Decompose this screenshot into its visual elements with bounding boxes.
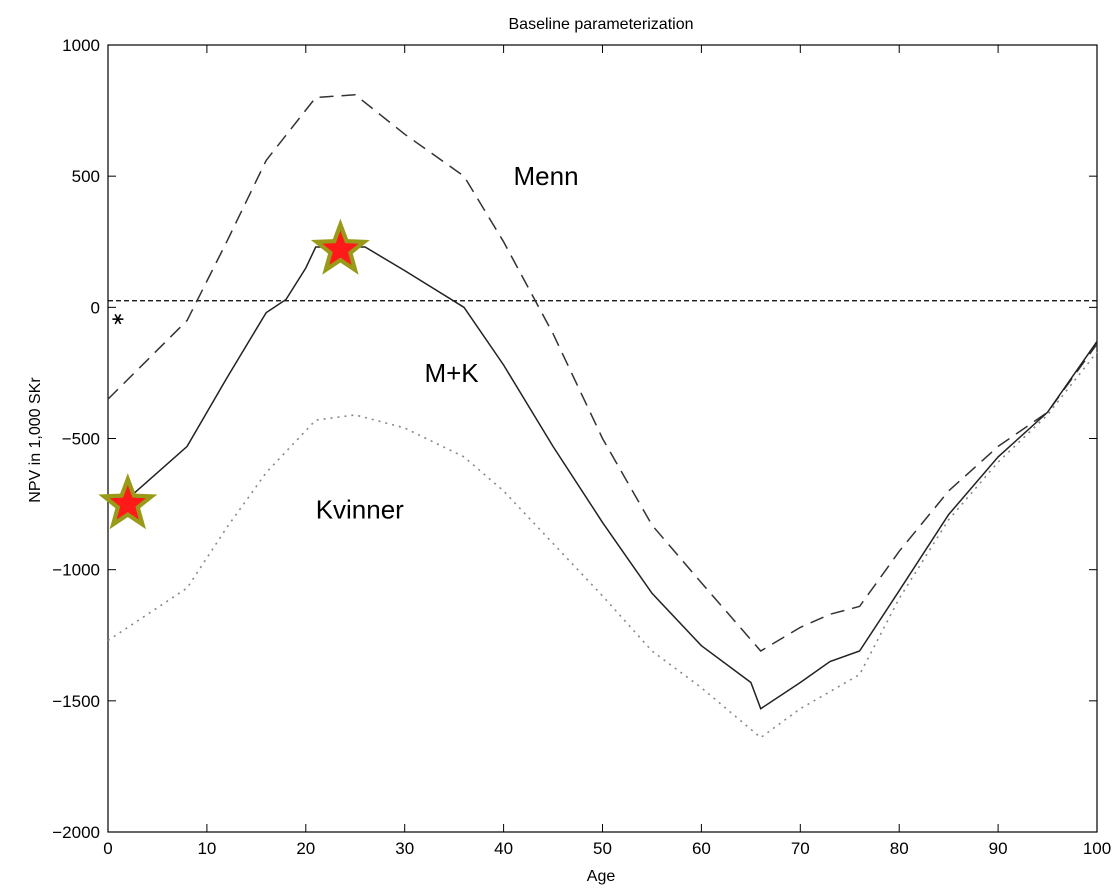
y-axis-label: NPV in 1,000 SKr	[27, 377, 44, 503]
y-tick-label: −2000	[52, 823, 100, 842]
x-tick-label: 100	[1083, 839, 1111, 858]
star-marker	[109, 485, 146, 520]
annotation-menn: Menn	[513, 161, 578, 191]
x-tick-label: 50	[593, 839, 612, 858]
x-tick-label: 60	[692, 839, 711, 858]
x-tick-label: 70	[791, 839, 810, 858]
x-tick-label: 90	[989, 839, 1008, 858]
series-line-menn	[107, 94, 1098, 652]
annotation-m-k: M+K	[424, 358, 479, 388]
y-tick-label: 500	[72, 167, 100, 186]
y-tick-label: −1500	[52, 692, 100, 711]
y-tick-label: 0	[91, 298, 100, 317]
x-tick-label: 40	[494, 839, 513, 858]
chart-title: Baseline parameterization	[509, 16, 694, 33]
y-tick-label: 1000	[62, 36, 100, 55]
x-tick-label: 30	[395, 839, 414, 858]
x-axis-label: Age	[587, 868, 616, 885]
asterisk-marker	[112, 313, 124, 325]
x-tick-label: 0	[103, 839, 112, 858]
y-tick-label: −1000	[52, 561, 100, 580]
x-tick-label: 10	[197, 839, 216, 858]
star-marker	[322, 230, 359, 265]
y-tick-label: −500	[62, 430, 100, 449]
series-line-m-k	[127, 246, 1098, 710]
plot-area: 0 10 20 30 40 50 60 70 80 90 100 −2000 −1500 −1000 −50…	[52, 36, 1111, 858]
annotation-kvinner: Kvinner	[316, 494, 404, 524]
x-tick-label: 20	[296, 839, 315, 858]
x-tick-label: 80	[890, 839, 909, 858]
